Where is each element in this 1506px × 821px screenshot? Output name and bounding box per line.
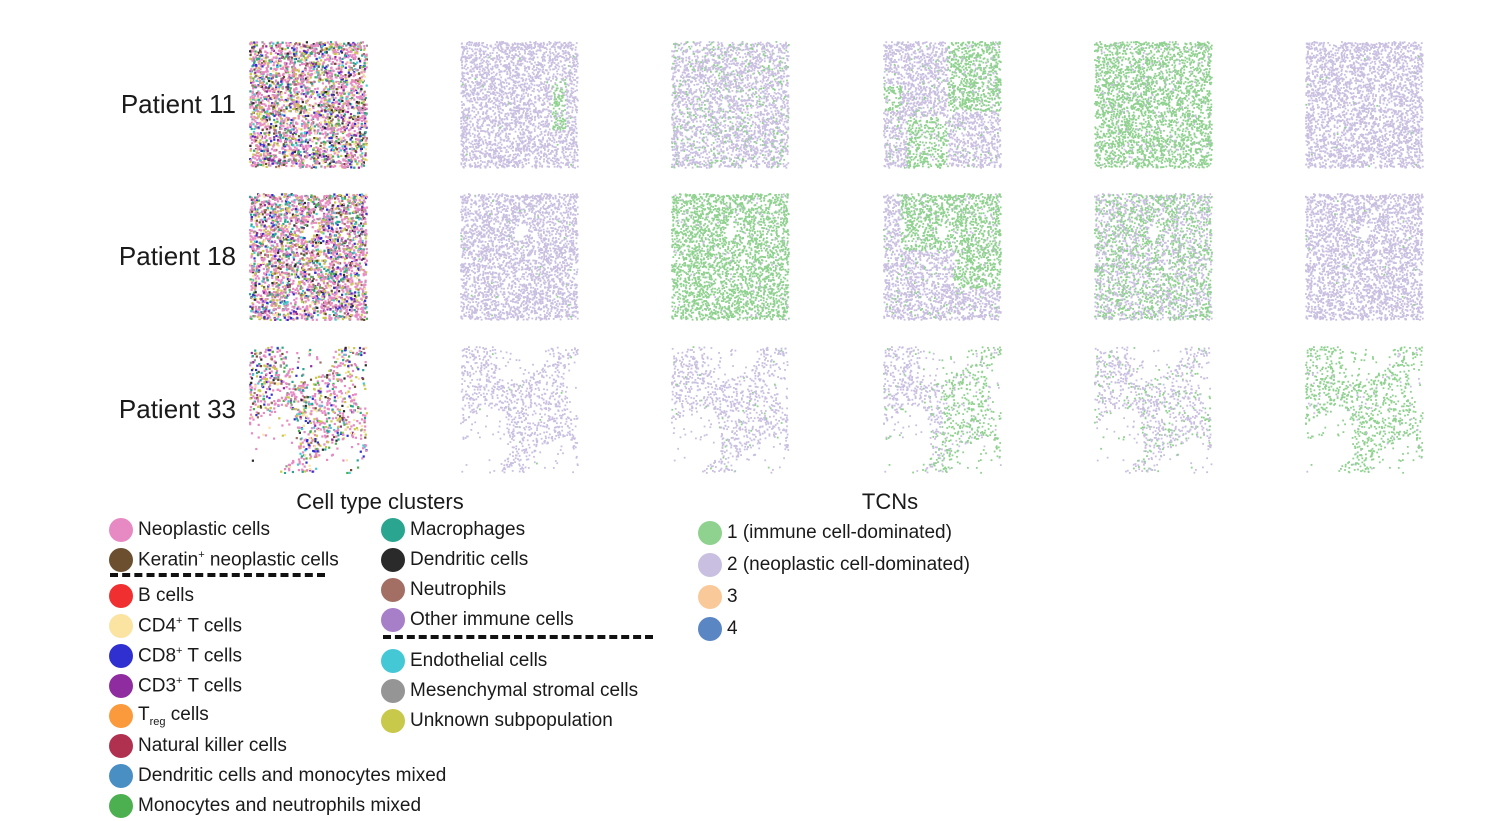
cell-type-item: Endothelial cells — [381, 646, 547, 676]
legend-swatch-icon — [381, 608, 405, 632]
legend-swatch-icon — [381, 679, 405, 703]
legend-label: Endothelial cells — [410, 650, 547, 672]
legend-label: Monocytes and neutrophils mixed — [138, 795, 421, 817]
legend-label: Dendritic cells and monocytes mixed — [138, 765, 446, 787]
tcn-item: 3 — [698, 582, 738, 612]
legend-label: Unknown subpopulation — [410, 710, 613, 732]
legend-swatch-icon — [109, 644, 133, 668]
spatial-panel — [1305, 346, 1424, 474]
spatial-panel — [460, 346, 579, 474]
row-label-patient-33: Patient 33 — [0, 394, 236, 424]
cell-type-item: Monocytes and neutrophils mixed — [109, 791, 421, 821]
legend-swatch-icon — [698, 617, 722, 641]
spatial-panel — [460, 193, 579, 321]
legend-swatch-icon — [698, 585, 722, 609]
legend-label: CD4+ T cells — [138, 615, 242, 637]
legend-separator-left — [110, 573, 325, 577]
legend-label: Mesenchymal stromal cells — [410, 680, 638, 702]
legend-swatch-icon — [109, 518, 133, 542]
row-label-patient-11: Patient 11 — [0, 89, 236, 119]
legend-label: CD8+ T cells — [138, 645, 242, 667]
legend-swatch-icon — [109, 764, 133, 788]
legend-swatch-icon — [109, 614, 133, 638]
cell-type-item: Macrophages — [381, 515, 525, 545]
legend-swatch-icon — [698, 521, 722, 545]
legend-swatch-icon — [109, 734, 133, 758]
cell-type-item: Unknown subpopulation — [381, 706, 613, 736]
tcn-item: 2 (neoplastic cell-dominated) — [698, 550, 970, 580]
cell-type-item: CD4+ T cells — [109, 611, 242, 641]
legend-label: Dendritic cells — [410, 549, 528, 571]
spatial-panel — [1094, 346, 1213, 474]
legend-label: Other immune cells — [410, 609, 574, 631]
cell-type-item: Keratin+ neoplastic cells — [109, 545, 339, 575]
tcn-item: 1 (immune cell-dominated) — [698, 518, 952, 548]
cell-type-item: Other immune cells — [381, 605, 574, 635]
legend-swatch-icon — [381, 548, 405, 572]
spatial-panel — [883, 346, 1002, 474]
cell-type-item: CD8+ T cells — [109, 641, 242, 671]
spatial-panel — [671, 193, 790, 321]
spatial-panel — [249, 346, 368, 474]
spatial-panel — [460, 41, 579, 169]
spatial-panel — [1094, 193, 1213, 321]
legend-swatch-icon — [109, 704, 133, 728]
spatial-panel — [1305, 41, 1424, 169]
legend-label: CD3+ T cells — [138, 675, 242, 697]
legend-swatch-icon — [381, 578, 405, 602]
cell-type-item: Neoplastic cells — [109, 515, 270, 545]
cell-type-item: Natural killer cells — [109, 731, 287, 761]
spatial-panel — [1305, 193, 1424, 321]
spatial-panel — [1094, 41, 1213, 169]
cell-type-item: Dendritic cells — [381, 545, 528, 575]
spatial-panel — [883, 193, 1002, 321]
legend-label: 1 (immune cell-dominated) — [727, 522, 952, 544]
legend-swatch-icon — [109, 674, 133, 698]
legend-swatch-icon — [381, 518, 405, 542]
legend-swatch-icon — [109, 794, 133, 818]
legend-swatch-icon — [381, 709, 405, 733]
cell-type-legend-title: Cell type clusters — [240, 489, 520, 515]
legend-label: B cells — [138, 585, 194, 607]
spatial-panel — [671, 346, 790, 474]
legend-swatch-icon — [109, 548, 133, 572]
legend-label: Neutrophils — [410, 579, 506, 601]
tcn-item: 4 — [698, 614, 738, 644]
cell-type-item: Treg cells — [109, 701, 209, 731]
tcn-legend-title: TCNs — [820, 489, 960, 515]
legend-label: Keratin+ neoplastic cells — [138, 549, 339, 571]
spatial-panel — [671, 41, 790, 169]
cell-type-item: Neutrophils — [381, 575, 506, 605]
legend-label: 3 — [727, 586, 738, 608]
legend-label: Natural killer cells — [138, 735, 287, 757]
cell-type-item: Mesenchymal stromal cells — [381, 676, 638, 706]
legend-label: Treg cells — [138, 704, 209, 728]
spatial-panel — [249, 41, 368, 169]
spatial-panel — [883, 41, 1002, 169]
row-label-patient-18: Patient 18 — [0, 241, 236, 271]
cell-type-item: CD3+ T cells — [109, 671, 242, 701]
legend-label: Macrophages — [410, 519, 525, 541]
legend-label: Neoplastic cells — [138, 519, 270, 541]
spatial-panel — [249, 193, 368, 321]
cell-type-item: Dendritic cells and monocytes mixed — [109, 761, 446, 791]
legend-swatch-icon — [109, 584, 133, 608]
legend-swatch-icon — [698, 553, 722, 577]
legend-swatch-icon — [381, 649, 405, 673]
legend-label: 2 (neoplastic cell-dominated) — [727, 554, 970, 576]
legend-separator-right — [383, 635, 653, 639]
cell-type-item: B cells — [109, 581, 194, 611]
legend-label: 4 — [727, 618, 738, 640]
